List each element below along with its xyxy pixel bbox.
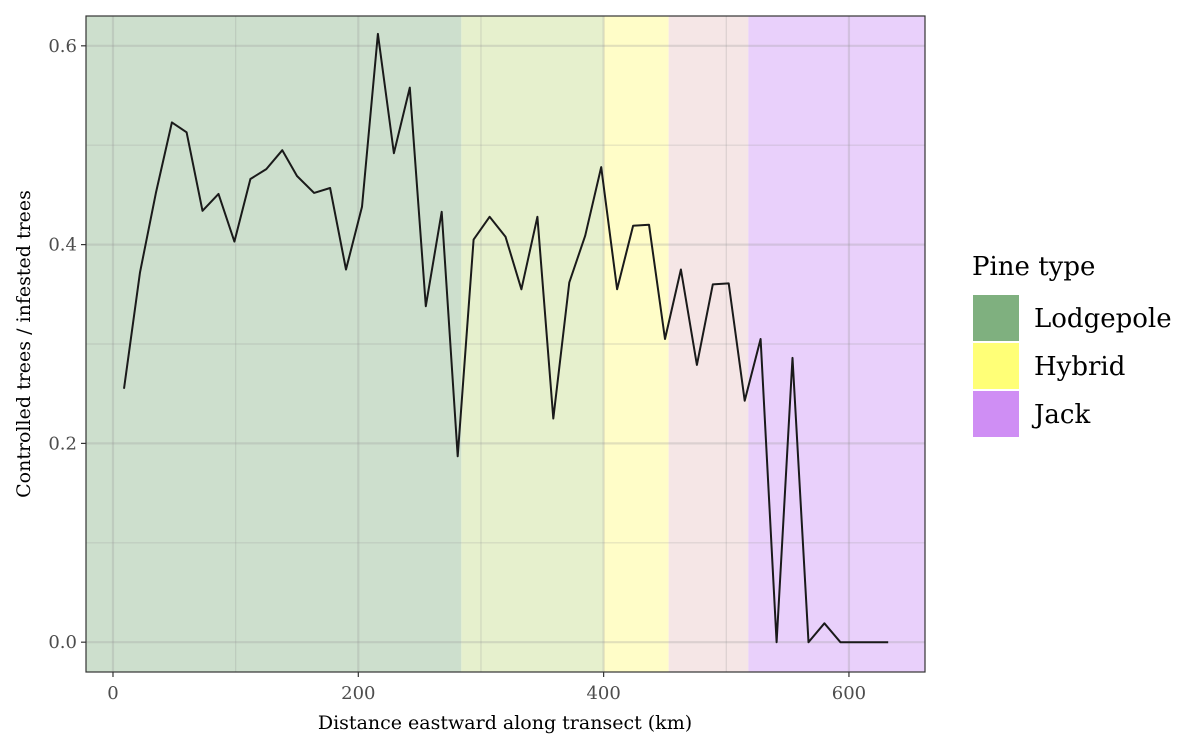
band-2 bbox=[603, 16, 669, 672]
panel-border bbox=[85, 15, 926, 673]
legend-swatch-jack bbox=[973, 391, 1019, 437]
series-line-0 bbox=[123, 32, 889, 644]
x-axis-title: Distance eastward along transect (km) bbox=[318, 712, 692, 734]
band-3 bbox=[668, 16, 749, 672]
x-tick-label: 0 bbox=[107, 683, 118, 704]
x-tick-label: 400 bbox=[586, 683, 620, 704]
x-axis: 0 200 400 600 bbox=[107, 672, 866, 704]
pine-type-bands bbox=[86, 16, 925, 672]
legend-label-hybrid: Hybrid bbox=[1034, 352, 1125, 382]
y-tick-label: 0.4 bbox=[48, 235, 77, 256]
legend: Pine type Lodgepole Hybrid Jack bbox=[972, 252, 1172, 437]
legend-title: Pine type bbox=[972, 252, 1095, 282]
grid-lines bbox=[86, 16, 925, 672]
x-tick-label: 600 bbox=[832, 683, 866, 704]
band-4 bbox=[748, 16, 925, 672]
legend-swatch-hybrid bbox=[973, 343, 1019, 389]
legend-swatch-lodgepole bbox=[973, 295, 1019, 341]
x-tick-label: 200 bbox=[341, 683, 375, 704]
y-tick-label: 0.0 bbox=[48, 632, 77, 653]
y-tick-label: 0.6 bbox=[48, 36, 77, 57]
data-series bbox=[123, 32, 889, 644]
band-0 bbox=[86, 16, 462, 672]
y-axis-title: Controlled trees / infested trees bbox=[13, 190, 35, 498]
band-1 bbox=[461, 16, 604, 672]
legend-label-jack: Jack bbox=[1031, 400, 1090, 430]
legend-label-lodgepole: Lodgepole bbox=[1034, 304, 1172, 334]
y-axis: 0.0 0.2 0.4 0.6 bbox=[48, 36, 86, 653]
y-tick-label: 0.2 bbox=[48, 433, 77, 454]
